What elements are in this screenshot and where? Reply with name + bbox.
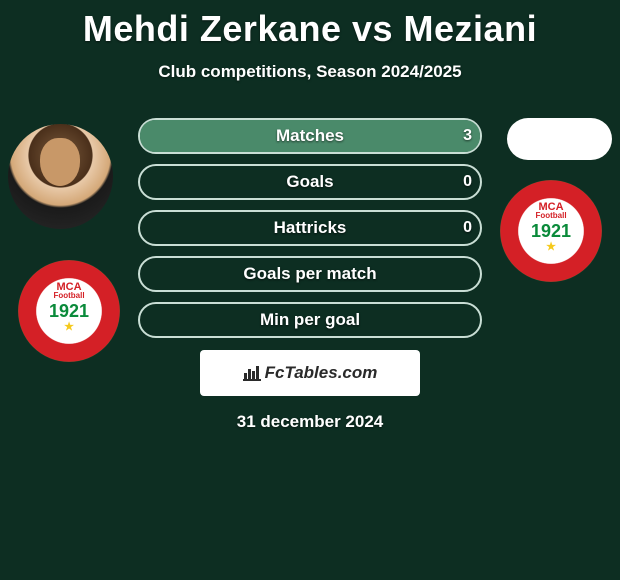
stat-value-left: 3 bbox=[463, 127, 472, 145]
club-subtext: Football bbox=[535, 211, 566, 220]
stat-label: Min per goal bbox=[260, 310, 360, 330]
stat-label: Goals bbox=[286, 172, 333, 192]
star-icon: ★ bbox=[546, 240, 556, 253]
club-year: 1921 bbox=[531, 221, 571, 242]
player-right-placeholder bbox=[507, 118, 612, 160]
star-icon: ★ bbox=[64, 320, 74, 333]
stat-row-goals: Goals 0 bbox=[138, 164, 482, 200]
brand-text: FcTables.com bbox=[265, 363, 378, 383]
stat-row-matches: Matches 3 bbox=[138, 118, 482, 154]
stats-container: Matches 3 Goals 0 Hattricks 0 Goals per … bbox=[138, 118, 482, 432]
stat-row-mpg: Min per goal bbox=[138, 302, 482, 338]
brand-badge: FcTables.com bbox=[200, 350, 420, 396]
stat-label: Goals per match bbox=[243, 264, 376, 284]
player-left-avatar bbox=[8, 124, 113, 229]
club-subtext: Football bbox=[53, 291, 84, 300]
stat-row-gpm: Goals per match bbox=[138, 256, 482, 292]
date-text: 31 december 2024 bbox=[138, 412, 482, 432]
bar-chart-icon bbox=[243, 365, 261, 381]
club-year: 1921 bbox=[49, 301, 89, 322]
stat-value-left: 0 bbox=[463, 173, 472, 191]
stat-label: Hattricks bbox=[274, 218, 347, 238]
stat-row-hattricks: Hattricks 0 bbox=[138, 210, 482, 246]
subtitle: Club competitions, Season 2024/2025 bbox=[0, 62, 620, 82]
stat-value-left: 0 bbox=[463, 219, 472, 237]
club-badge-right: MCA Football 1921 ★ bbox=[500, 180, 602, 282]
club-badge-left: MCA Football 1921 ★ bbox=[18, 260, 120, 362]
stat-label: Matches bbox=[276, 126, 344, 146]
page-title: Mehdi Zerkane vs Meziani bbox=[0, 0, 620, 50]
